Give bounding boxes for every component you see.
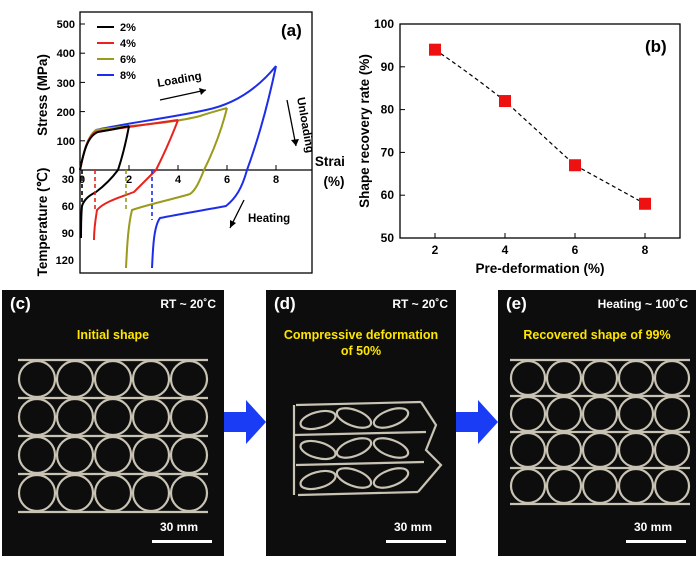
curve-4pct-unloading <box>93 119 179 241</box>
photo-panel-d: (d) RT ~ 20˚C Compressive deformation of… <box>266 290 456 556</box>
y-tick-label: 70 <box>381 145 395 159</box>
strain-ticks <box>79 165 277 170</box>
heating-arrowhead <box>230 220 236 228</box>
arrow-d-to-e <box>456 400 498 449</box>
unloading-arrowhead <box>291 139 299 146</box>
panel-e-scale-label: 30 mm <box>634 520 673 534</box>
unloading-arrow <box>286 99 297 147</box>
photo-panel-e: (e) Heating ~ 100˚C Recovered shape of 9… <box>498 290 696 556</box>
loading-annotation: Loading <box>156 70 202 90</box>
panel-e-caption: Recovered shape of 99% <box>523 328 671 342</box>
y-tick-label: 100 <box>374 17 394 31</box>
panel-e-label: (e) <box>506 294 527 313</box>
data-point <box>499 95 511 108</box>
data-point <box>639 197 651 210</box>
y-axis-title: Shape recovery rate (%) <box>357 54 372 208</box>
temp-tick-label: 30 <box>62 174 74 186</box>
strain-tick-label: 2 <box>126 174 132 186</box>
data-point <box>569 159 581 172</box>
temp-tick-label: 90 <box>62 228 74 240</box>
legend-label: 2% <box>120 22 136 34</box>
panel-c-caption: Initial shape <box>76 328 150 342</box>
curve-6pct-loading <box>79 107 228 171</box>
loading-arrow <box>159 89 207 101</box>
panel-a-label: (a) <box>281 21 302 40</box>
panel-c-label: (c) <box>10 294 31 313</box>
strain-axis-title: Strain <box>315 154 345 169</box>
panel-d-caption-line1: Compressive deformation <box>283 328 439 342</box>
panel-d-caption-line2: of 50% <box>340 344 382 358</box>
panel-a-chart: 0 100 200 300 400 500 30 60 90 120 0 2 4… <box>35 11 345 277</box>
panel-a-legend: 2% 4% 6% 8% <box>97 22 136 82</box>
strain-axis-unit: (%) <box>324 174 345 189</box>
y-tick-label: 50 <box>381 231 395 245</box>
stress-ticks <box>80 23 85 171</box>
stress-tick-label: 300 <box>57 78 75 90</box>
panel-e-scale-bar <box>626 540 686 543</box>
panel-b-chart: 50 60 70 80 90 100 2 4 6 8 Shape recovery rate (… <box>357 17 681 276</box>
stress-tick-label: 200 <box>57 107 75 119</box>
stress-tick-label: 100 <box>57 136 75 148</box>
panel-d-label: (d) <box>274 294 296 313</box>
strain-tick-label: 4 <box>175 174 182 186</box>
y-tick-label: 90 <box>381 60 395 74</box>
x-tick-label: 6 <box>572 243 579 257</box>
legend-label: 4% <box>120 38 136 50</box>
temp-tick-label: 60 <box>62 201 74 213</box>
temperature-axis-title: Temperature (℃) <box>35 168 50 277</box>
residual-strain-markers <box>81 170 153 220</box>
legend-label: 8% <box>120 70 136 82</box>
y-tick-label: 60 <box>381 188 395 202</box>
panel-c-scale-bar <box>152 540 212 543</box>
panel-c-scale-label: 30 mm <box>160 520 199 534</box>
strain-tick-label: 8 <box>273 174 279 186</box>
panel-d-scale-bar <box>386 540 446 543</box>
trend-line <box>434 49 646 205</box>
x-tick-label: 4 <box>502 243 509 257</box>
curve-6pct-unloading <box>125 107 228 269</box>
arrow-c-to-d <box>224 400 266 449</box>
panel-b-frame <box>399 23 681 239</box>
stress-tick-label: 400 <box>57 48 75 60</box>
panel-e-condition: Heating ~ 100˚C <box>597 297 688 311</box>
curve-2pct-unloading <box>80 125 130 239</box>
loading-arrowhead <box>199 88 206 95</box>
panel-d-condition: RT ~ 20˚C <box>392 297 448 311</box>
stress-axis-title: Stress (MPa) <box>35 54 50 136</box>
x-tick-label: 2 <box>432 243 439 257</box>
x-axis-title: Pre-deformation (%) <box>475 261 604 276</box>
x-tick-label: 8 <box>642 243 649 257</box>
photo-panel-c: (c) RT ~ 20˚C Initial shape 30 mm <box>2 290 224 556</box>
legend-label: 6% <box>120 54 136 66</box>
heating-annotation: Heating <box>248 213 290 225</box>
panel-c-condition: RT ~ 20˚C <box>160 297 216 311</box>
lattice-initial <box>17 358 209 514</box>
curve-2pct-loading <box>79 125 130 171</box>
lattice-compressed <box>292 400 443 497</box>
stress-tick-label: 0 <box>69 165 75 177</box>
panel-b-label: (b) <box>645 37 667 56</box>
strain-tick-label: 6 <box>224 174 230 186</box>
panel-d-scale-label: 30 mm <box>394 520 433 534</box>
data-point <box>429 43 441 56</box>
temp-tick-label: 120 <box>56 255 74 267</box>
panel-a-frame <box>79 11 313 274</box>
curve-8pct-unloading <box>151 65 277 269</box>
lattice-recovered <box>509 358 691 506</box>
stress-tick-label: 500 <box>57 19 75 31</box>
y-tick-label: 80 <box>381 103 395 117</box>
